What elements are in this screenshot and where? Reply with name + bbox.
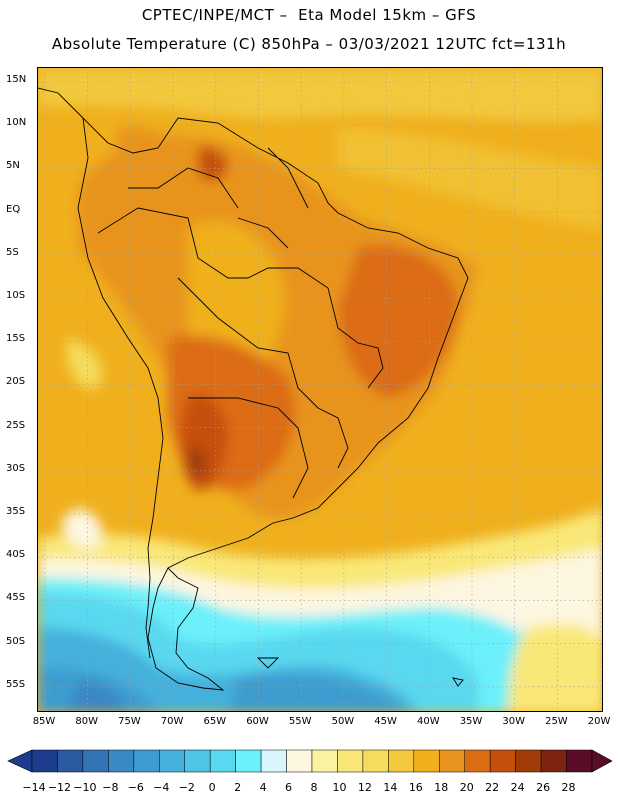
colorbar-tick-label: 10 (332, 781, 347, 794)
colorbar-swatch (260, 749, 287, 773)
colorbar-tick-label: 6 (285, 781, 293, 794)
colorbar-tick-label: −4 (153, 781, 170, 794)
map-canvas (38, 68, 602, 711)
colorbar-tick-label: 16 (408, 781, 423, 794)
colorbar-tick-label: 0 (208, 781, 216, 794)
colorbar-swatch (311, 749, 338, 773)
colorbar-swatch (413, 749, 440, 773)
colorbar-swatch (159, 749, 185, 773)
colorbar-max-arrow (591, 749, 613, 773)
colorbar-swatch (209, 749, 236, 773)
colorbar-swatch (566, 749, 593, 773)
colorbar-tick-label: −10 (73, 781, 97, 794)
colorbar-tick-label: 2 (234, 781, 242, 794)
colorbar-swatch (133, 749, 160, 773)
temperature-map[interactable] (37, 67, 603, 712)
colorbar-swatch (439, 749, 465, 773)
lon-tick-label: 85W (32, 716, 56, 727)
colorbar-tick-label: 20 (459, 781, 474, 794)
colorbar-tick-label: −2 (178, 781, 195, 794)
colorbar-tick-label: 4 (259, 781, 267, 794)
colorbar-tick-label: 24 (510, 781, 525, 794)
lon-tick-label: 60W (246, 716, 269, 727)
title-line-1: CPTEC/INPE/MCT – Eta Model 15km – GFS (141, 6, 477, 24)
lon-tick-label: 75W (118, 716, 141, 727)
colorbar-tick-label: −14 (22, 781, 46, 794)
colorbar (7, 749, 613, 773)
colorbar-swatch (464, 749, 491, 773)
lat-tick-label: EQ (6, 203, 21, 215)
lat-tick-label: 10N (6, 117, 27, 129)
colorbar-tick-label: −6 (127, 781, 144, 794)
lon-tick-label: 30W (502, 716, 525, 727)
lat-tick-label: 45S (6, 592, 26, 604)
lon-tick-label: 40W (416, 716, 440, 727)
coastline (38, 87, 469, 691)
lat-tick-label: 25S (6, 419, 26, 431)
lon-tick-label: 70W (160, 716, 184, 727)
colorbar-swatch (235, 749, 262, 773)
colorbar-min-arrow (7, 749, 33, 773)
lat-tick-label: 20S (6, 376, 26, 388)
title-line-2: Absolute Temperature (C) 850hPa – 03/03/… (51, 35, 567, 53)
lon-tick-label: 45W (374, 716, 397, 727)
lat-tick-label: 40S (6, 549, 26, 561)
lat-tick-label: 55S (6, 678, 26, 690)
colorbar-swatch (286, 749, 313, 773)
colorbar-swatch (57, 749, 84, 773)
lat-tick-label: 50S (6, 635, 26, 647)
lon-tick-label: 65W (203, 716, 227, 727)
colorbar-swatch (515, 749, 542, 773)
lon-tick-label: 25W (545, 716, 568, 727)
lat-tick-label: 30S (6, 462, 26, 474)
colorbar-swatch (31, 749, 58, 773)
lon-tick-label: 50W (331, 716, 355, 727)
lat-tick-label: 5N (6, 160, 20, 172)
lat-tick-label: 15N (6, 74, 27, 85)
colorbar-tick-label: −8 (102, 781, 119, 794)
lon-tick-label: 35W (459, 716, 483, 727)
colorbar-tick-label: 28 (561, 781, 576, 794)
lon-tick-label: 55W (288, 716, 312, 727)
colorbar-swatch (82, 749, 109, 773)
colorbar-tick-label: 14 (383, 781, 398, 794)
lat-tick-label: 15S (6, 333, 26, 345)
colorbar-swatch (108, 749, 135, 773)
colorbar-tick-label: 12 (357, 781, 372, 794)
lon-tick-label: 80W (75, 716, 98, 727)
colorbar-swatch (489, 749, 516, 773)
lat-tick-label: 5S (6, 246, 19, 258)
lon-tick-label: 20W (587, 716, 611, 727)
colorbar-swatch (362, 749, 389, 773)
lat-tick-label: 35S (6, 506, 26, 517)
colorbar-swatch (540, 749, 567, 773)
temperature-field (38, 68, 602, 711)
colorbar-swatch (388, 749, 415, 773)
colorbar-swatch (337, 749, 364, 773)
colorbar-tick-label: 22 (485, 781, 500, 794)
colorbar-tick-label: 8 (310, 781, 318, 794)
lat-tick-label: 10S (6, 290, 26, 301)
colorbar-swatch (184, 749, 211, 773)
colorbar-tick-label: −12 (47, 781, 72, 794)
colorbar-tick-label: 18 (434, 781, 449, 794)
colorbar-tick-label: 26 (536, 781, 551, 794)
